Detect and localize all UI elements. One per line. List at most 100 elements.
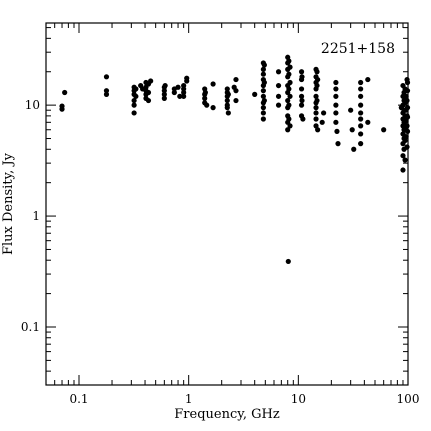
data-point (210, 81, 216, 87)
data-point (358, 131, 364, 137)
data-point (162, 82, 168, 89)
data-point (131, 97, 137, 104)
data-point (286, 86, 292, 92)
data-point (184, 78, 190, 84)
data-point (103, 91, 110, 97)
data-point (358, 102, 364, 108)
plot-frame (45, 22, 409, 386)
data-point (260, 93, 266, 99)
data-point (300, 116, 306, 122)
data-point (298, 102, 305, 108)
data-point (348, 107, 354, 113)
data-point (225, 110, 231, 116)
data-point (404, 97, 410, 104)
y-tick-label: 10 (25, 98, 40, 112)
data-point (261, 79, 267, 86)
data-point (59, 106, 65, 112)
data-point (299, 97, 305, 104)
data-point (298, 93, 305, 99)
data-point (285, 97, 291, 104)
data-point (62, 89, 68, 96)
data-point (286, 102, 292, 108)
data-point (298, 86, 305, 92)
data-point (334, 128, 340, 134)
data-point (315, 76, 321, 83)
data-point (333, 102, 339, 108)
data-point (285, 258, 291, 265)
data-point (333, 119, 339, 125)
data-point (260, 110, 266, 116)
data-point (181, 93, 187, 99)
data-point (233, 97, 239, 104)
data-point (181, 89, 187, 96)
data-point (261, 97, 267, 104)
data-point (260, 66, 266, 72)
data-point (261, 62, 267, 68)
data-point (252, 91, 258, 97)
data-point (161, 95, 167, 101)
x-tick-label: 10 (291, 392, 306, 406)
data-point (335, 141, 341, 147)
data-point (171, 89, 177, 96)
data-point (315, 127, 321, 133)
data-point (131, 102, 137, 108)
data-point (224, 86, 230, 92)
data-point (103, 74, 110, 80)
data-point (286, 58, 292, 64)
data-point (224, 105, 230, 111)
data-point (225, 91, 231, 97)
data-point (351, 146, 357, 152)
data-point (260, 105, 266, 111)
data-point (202, 95, 208, 101)
data-point (358, 93, 364, 99)
data-point (275, 102, 282, 108)
data-point (275, 69, 282, 75)
data-point (402, 157, 408, 163)
data-point (319, 119, 325, 125)
data-point (133, 86, 139, 92)
data-point (313, 93, 319, 99)
data-point (358, 116, 364, 122)
y-tick-label: 1 (32, 209, 40, 223)
data-point (275, 82, 282, 89)
data-point (175, 84, 181, 90)
x-tick-label: 0.1 (69, 392, 88, 406)
data-point (358, 110, 364, 116)
data-point (404, 144, 410, 150)
data-point (286, 116, 292, 122)
data-point (358, 79, 364, 86)
data-point (358, 86, 364, 92)
data-point (145, 97, 152, 104)
data-point (404, 128, 411, 134)
data-points (59, 54, 411, 265)
data-point (260, 88, 266, 94)
data-point (233, 76, 239, 83)
data-point (210, 105, 216, 111)
data-point (403, 93, 409, 99)
data-point (260, 71, 266, 77)
data-point (333, 79, 339, 86)
data-point (161, 91, 167, 97)
data-point (333, 93, 339, 99)
data-point (314, 82, 320, 89)
data-point (358, 123, 364, 129)
data-point (298, 69, 305, 75)
data-point (285, 127, 291, 133)
data-point (381, 127, 387, 133)
data-point (260, 116, 266, 122)
data-point (321, 110, 327, 116)
data-point (204, 102, 210, 108)
data-point (161, 88, 167, 94)
data-point (287, 64, 293, 70)
data-point (403, 134, 409, 140)
data-point (287, 93, 293, 99)
data-point (177, 93, 183, 99)
data-point (286, 71, 292, 77)
data-point (333, 110, 339, 116)
data-point (349, 127, 355, 133)
data-point (313, 105, 319, 111)
y-axis-label: Flux Density, Jy (1, 152, 16, 255)
data-point (287, 123, 293, 129)
data-point (233, 88, 239, 94)
